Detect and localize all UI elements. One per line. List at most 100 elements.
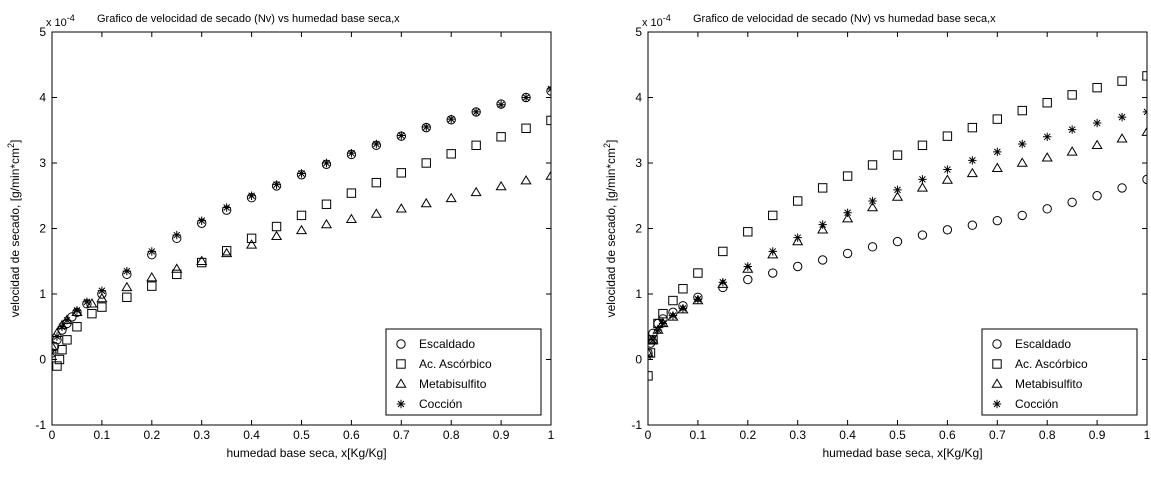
data-point-triangle [545,170,551,180]
data-point-star [743,262,752,271]
data-point-circle [942,225,953,235]
x-tick-label: 0.8 [1039,428,1056,442]
data-point-triangle [667,311,679,321]
x-tick-label: 0.5 [293,428,310,442]
x-tick-label: 0.4 [839,428,856,442]
data-point-star [447,114,456,124]
data-point-triangle [991,162,1003,172]
data-point-square [396,168,407,178]
data-point-square [793,196,803,206]
data-point-star [82,297,92,307]
data-point-triangle [445,192,457,203]
data-point-triangle [495,180,507,191]
data-point-star [62,316,72,325]
data-point-star [678,304,688,313]
data-point-triangle [677,304,689,314]
data-point-star [322,158,331,168]
x-tick-label: 0.8 [443,428,460,442]
data-point-star [793,233,802,242]
legend-label: Escaldado [1015,337,1071,351]
data-point-star [496,100,506,109]
data-point-star [993,147,1002,157]
data-point-circle [892,236,903,247]
data-point-square [446,149,456,159]
data-point-star [818,220,827,229]
data-point-star [122,266,132,276]
data-point-triangle [1041,152,1053,162]
data-point-star [1043,132,1052,141]
data-point-square [296,210,307,221]
legend-marker [396,359,406,369]
x-tick-label: 0.1 [690,428,707,442]
y-tick-label: -1 [35,418,46,432]
data-point-square [122,292,132,302]
data-point-square [147,281,157,291]
data-point-triangle [966,167,978,178]
data-point-square [743,227,753,237]
data-point-star [1117,112,1127,122]
legend-label: Escaldado [419,337,475,351]
x-tick-label: 0.6 [939,428,956,442]
data-point-triangle [648,347,654,357]
data-point-star [422,122,431,132]
data-point-star [397,131,406,140]
data-point-star [658,319,668,328]
x-tick-label: 0.4 [243,428,260,442]
data-point-star [197,216,206,225]
data-point-star [147,247,156,256]
x-tick-label: 0.2 [739,428,756,442]
legend-label: Cocción [419,397,462,411]
data-layer [648,71,1147,381]
x-tick-label: 1 [1144,428,1151,442]
data-point-square [97,302,107,312]
data-point-triangle [121,281,133,292]
data-point-circle [648,348,653,358]
data-point-square [546,115,551,126]
y-tick-label: 5 [39,25,46,39]
x-tick-label: 0.1 [94,428,111,442]
data-point-star [648,352,653,361]
data-point-star [546,84,551,94]
data-point-square [1017,105,1027,116]
x-tick-label: 1 [548,428,555,442]
data-point-star [843,208,852,217]
data-point-star [893,185,902,195]
data-point-triangle [891,191,904,201]
data-point-circle [1042,204,1052,214]
data-point-star [648,335,658,345]
data-point-star [718,278,728,287]
data-point-star [693,295,703,304]
y-axis-label: velocidad de secado, [g/min*cm2] [6,140,22,318]
scale-factor-label: x 10-4 [46,13,75,29]
legend: Escaldado Ac. Ascórbico Metabisulfito Cocci… [981,328,1138,416]
data-point-triangle [470,186,482,197]
legend-marker [992,339,1002,349]
data-point-star [918,175,927,184]
data-point-square [867,160,878,170]
legend-label: Metabisulfito [1015,377,1083,391]
series-square [52,115,551,371]
data-point-circle [1092,191,1102,201]
data-point-circle [743,274,753,285]
data-point-triangle [295,224,308,235]
data-point-square [87,308,97,319]
data-point-star [1018,139,1027,149]
legend-marker [992,359,1002,369]
data-point-star [97,286,107,295]
data-point-square [718,246,728,257]
data-point-star [172,230,181,240]
x-tick-label: 0.3 [193,428,210,442]
data-point-triangle [1141,126,1147,136]
data-point-square [471,140,481,151]
data-point-square [1117,76,1127,86]
legend-marker [991,378,1003,388]
data-point-triangle [866,201,879,212]
data-point-triangle [196,255,208,265]
y-axis-label: velocidad de secado, [g/min*cm2] [602,140,618,318]
legend-box [981,328,1138,416]
data-layer [52,84,551,371]
data-point-circle [842,248,853,259]
x-tick-label: 0 [49,428,56,442]
legend-label: Ac. Ascórbico [419,357,492,371]
